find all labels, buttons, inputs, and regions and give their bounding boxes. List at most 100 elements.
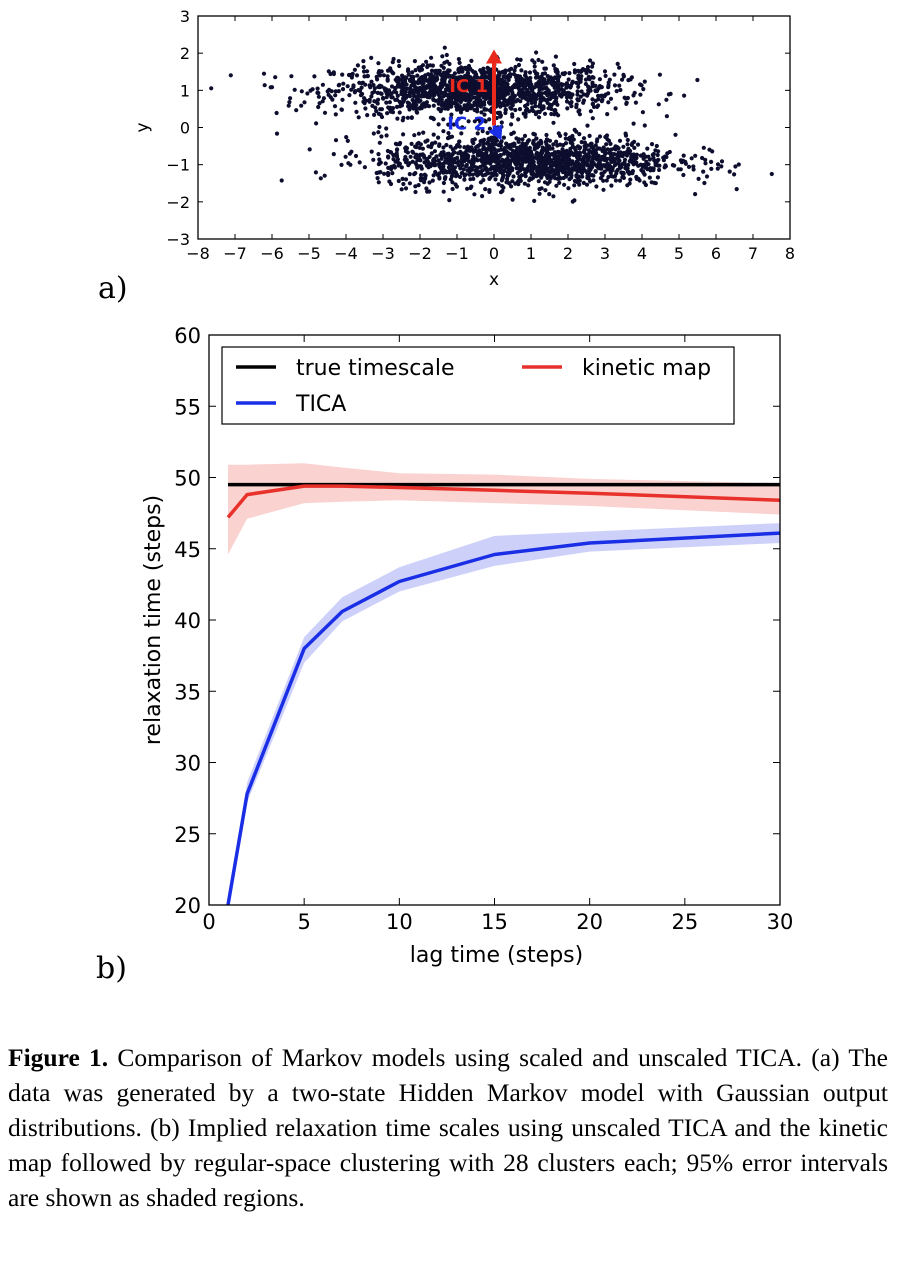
scatter-point [585,93,590,98]
scatter-point [686,164,692,169]
scatter-point [492,171,497,177]
scatter-point [431,74,436,79]
scatter-point [407,172,412,177]
scatter-point [349,87,354,92]
scatter-point [571,152,576,158]
scatter-point [444,74,449,79]
series-line [226,531,781,906]
scatter-point [376,61,381,66]
scatter-point [506,77,511,83]
scatter-point [589,149,594,154]
scatter-point [421,153,426,158]
scatter-point [552,112,557,117]
scatter-point [427,180,432,185]
scatter-point [581,136,587,141]
scatter-point [532,64,537,69]
scatter-point [487,176,492,181]
scatter-point [477,142,482,147]
scatter-point [456,116,461,121]
scatter-point [376,162,381,167]
scatter-point [432,69,437,74]
legend-label: TICA [295,392,346,417]
scatter-point [577,132,582,137]
scatter-point [597,134,603,139]
scatter-point [317,101,322,106]
scatter-point [565,106,570,111]
scatter-point [528,168,533,173]
scatter-point [544,132,549,138]
scatter-point [405,150,410,155]
scatter-point [543,139,548,144]
scatter-point [616,161,621,166]
scatter-point [371,83,376,88]
scatter-point [449,159,455,164]
scatter-point [476,171,481,176]
scatter-point [545,80,550,85]
scatter-point [472,192,477,197]
scatter-point [405,100,410,105]
scatter-point [603,148,608,153]
scatter-point [547,102,552,107]
scatter-point [462,177,467,182]
scatter-point [588,58,593,63]
scatter-point [647,157,653,162]
scatter-point [509,168,515,173]
scatter-point [465,186,470,191]
scatter-point [485,93,490,99]
scatter-point [441,94,446,99]
panel-b-ylabel: relaxation time (steps) [141,495,166,745]
scatter-point [418,87,423,92]
x-tick-label: −1 [445,244,469,263]
panel-b-line-chart: 0 5 10 15 20 25 30 20 25 30 35 40 45 50 55 60 true time… [96,324,793,986]
scatter-point [377,83,382,88]
scatter-point [299,103,304,108]
scatter-point [405,68,411,74]
scatter-point [371,131,376,136]
scatter-point [441,70,447,75]
scatter-point [390,95,395,100]
scatter-point [464,92,469,97]
scatter-point [542,157,547,162]
scatter-point [544,153,550,158]
scatter-point [395,116,400,121]
legend-label: kinetic map [582,356,711,381]
scatter-point [587,166,592,172]
scatter-point [628,177,633,182]
scatter-point [516,74,521,79]
scatter-point [430,63,435,68]
scatter-point [732,172,737,177]
scatter-point [570,81,575,86]
scatter-point [348,72,353,78]
scatter-point [361,65,366,70]
scatter-point [331,71,336,77]
scatter-point [400,118,405,123]
scatter-point [579,89,584,94]
scatter-point [672,163,677,168]
scatter-point [596,146,601,151]
scatter-point [397,104,403,109]
x-tick-label: 0 [489,244,499,263]
scatter-point [378,91,383,96]
scatter-point [584,182,590,187]
scatter-point [583,77,589,82]
scatter-point [361,59,366,64]
scatter-point [423,175,428,180]
scatter-point [347,151,352,156]
scatter-point [501,135,506,140]
scatter-point [619,165,624,170]
scatter-point [327,87,332,92]
scatter-point [526,183,531,188]
scatter-point [618,150,623,155]
y-tick-label: 30 [174,752,201,776]
scatter-point [546,106,551,111]
scatter-point [585,64,591,70]
scatter-point [474,145,479,150]
scatter-point [416,140,421,146]
scatter-point [384,126,389,131]
scatter-point [411,150,416,155]
scatter-point [401,83,406,88]
scatter-point [460,69,465,74]
scatter-point [499,78,504,83]
scatter-point [444,160,449,165]
scatter-point [540,59,545,64]
